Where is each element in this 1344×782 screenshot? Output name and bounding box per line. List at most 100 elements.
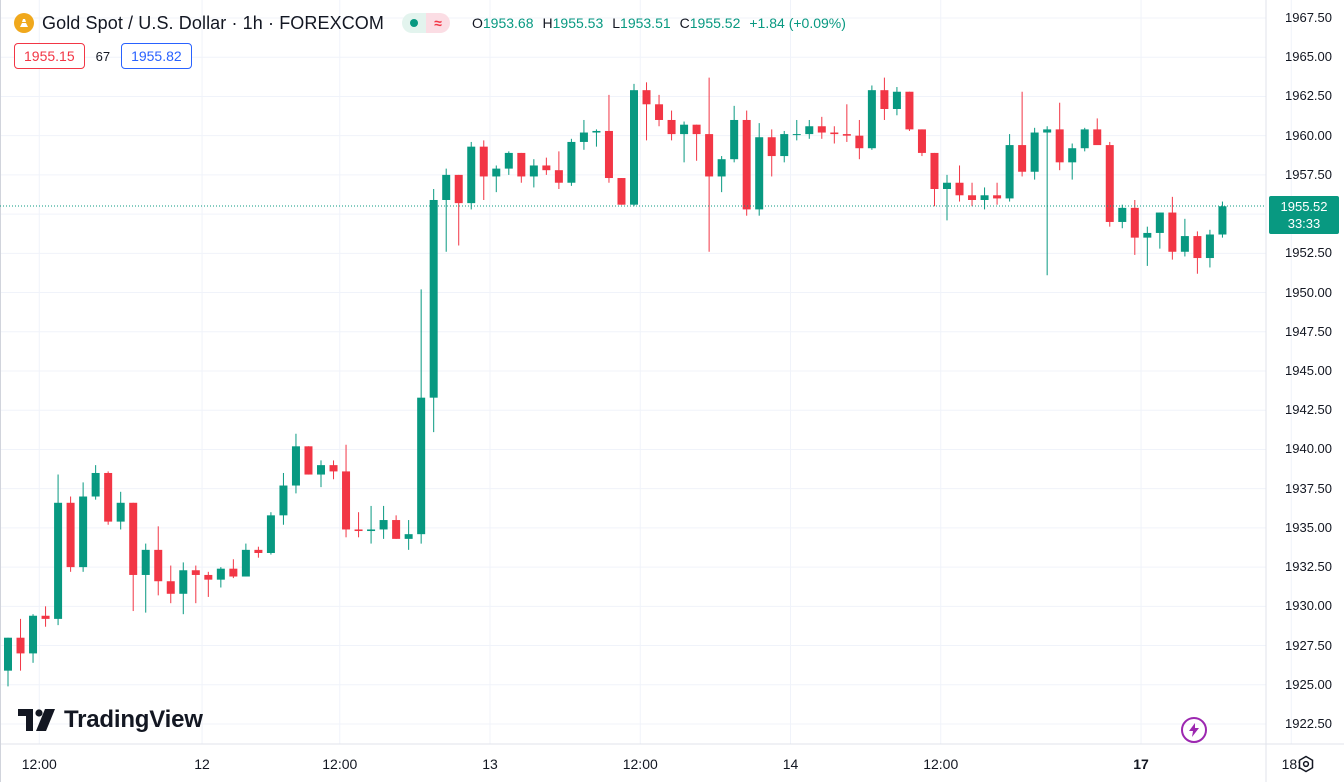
candle-body (254, 549, 263, 553)
price-tick-label: 1927.50 (1285, 637, 1332, 653)
candle-body (717, 159, 726, 177)
high-label: H (542, 15, 553, 31)
candle (630, 83, 638, 207)
candle-body (692, 124, 701, 135)
candle-body (755, 137, 764, 210)
candle-body (342, 471, 351, 530)
candle-body (79, 496, 88, 568)
candle (154, 526, 163, 596)
candle-body (304, 446, 313, 475)
candle (680, 121, 689, 163)
candle (392, 515, 401, 539)
candle-body (4, 637, 12, 671)
candle (54, 474, 63, 626)
candle-body (404, 534, 413, 539)
candle (767, 129, 776, 177)
candle (642, 82, 651, 141)
candle (529, 159, 538, 188)
candle (730, 105, 739, 163)
candle-body (54, 502, 63, 619)
market-open-icon[interactable] (402, 13, 426, 33)
gear-icon[interactable] (1296, 754, 1316, 774)
price-tick-label: 1922.50 (1285, 716, 1332, 731)
symbol-title[interactable]: Gold Spot / U.S. Dollar · 1h · FOREXCOM (42, 12, 384, 33)
price-tick-label: 1937.50 (1285, 480, 1332, 496)
candle (16, 618, 25, 671)
candle (254, 546, 263, 558)
candle-body (917, 129, 926, 153)
candle (379, 505, 388, 539)
candle (943, 174, 951, 221)
tradingview-logo-text: TradingView (64, 706, 203, 733)
candle (655, 94, 664, 127)
sell-button[interactable]: 1955.15 (14, 43, 85, 69)
candle (1093, 118, 1102, 146)
candle-body (367, 529, 376, 532)
candle (1068, 143, 1077, 180)
candle-body (1130, 207, 1139, 238)
open-value: 1953.68 (482, 15, 534, 31)
candle-body (830, 132, 839, 135)
candle (266, 512, 275, 555)
price-tick-label: 1930.00 (1285, 598, 1332, 614)
candle-body (417, 397, 426, 535)
lightning-icon[interactable] (1181, 717, 1207, 743)
vertical-gridlines (38, 0, 1292, 744)
candle (29, 614, 38, 663)
candle-body (1068, 148, 1077, 163)
candle (1055, 102, 1064, 171)
candle (667, 110, 676, 141)
candle-body (29, 615, 38, 654)
chart-legend: Gold Spot / U.S. Dollar · 1h · FOREXCOM … (14, 10, 846, 36)
tradingview-logo[interactable]: TradingView (18, 706, 203, 734)
candle-body (604, 130, 613, 179)
candle-body (317, 465, 325, 475)
candle (304, 446, 313, 475)
candle-body (329, 465, 338, 472)
candle-body (129, 502, 138, 575)
candle-body (905, 91, 914, 130)
close-value: 1955.52 (689, 15, 741, 31)
time-tick-label: 18: (1281, 756, 1302, 772)
candle (354, 512, 363, 538)
candle (917, 129, 926, 157)
candle (454, 174, 463, 246)
candle-body (1030, 132, 1039, 172)
candle (1205, 229, 1214, 268)
high-value: 1955.53 (552, 15, 604, 31)
candle (179, 562, 188, 615)
candle (517, 152, 526, 183)
candle (141, 543, 150, 613)
candle-body (467, 146, 476, 204)
candle (892, 87, 901, 116)
candle (479, 140, 488, 200)
price-tick-label: 1940.00 (1285, 441, 1332, 457)
candle-body (216, 568, 225, 580)
bar-countdown: 33:33 (1287, 216, 1321, 231)
candle-body (1168, 212, 1177, 252)
candle (104, 471, 113, 525)
candle (492, 165, 501, 193)
candle-body (504, 152, 513, 169)
candle-body (229, 568, 238, 577)
candle-body (867, 90, 876, 149)
candle (41, 606, 50, 627)
price-tick-label: 1952.50 (1285, 245, 1332, 261)
candle (342, 444, 351, 538)
candle-body (91, 472, 100, 497)
status-pill[interactable]: ≈ (402, 13, 450, 33)
price-tick-label: 1942.50 (1285, 402, 1332, 418)
bid-ask-quote: 1955.15 67 1955.82 (14, 43, 192, 69)
candle (1180, 218, 1189, 257)
delayed-data-icon[interactable]: ≈ (426, 13, 450, 33)
close-label: C (679, 15, 690, 31)
time-tick-label: 17 (1133, 756, 1149, 772)
candle-body (980, 195, 989, 200)
candle-body (1218, 206, 1227, 235)
price-tick-label: 1925.00 (1285, 676, 1332, 692)
candle-body (379, 520, 388, 530)
horizontal-gridlines (0, 17, 1266, 725)
candle (554, 151, 563, 190)
buy-button[interactable]: 1955.82 (121, 43, 192, 69)
